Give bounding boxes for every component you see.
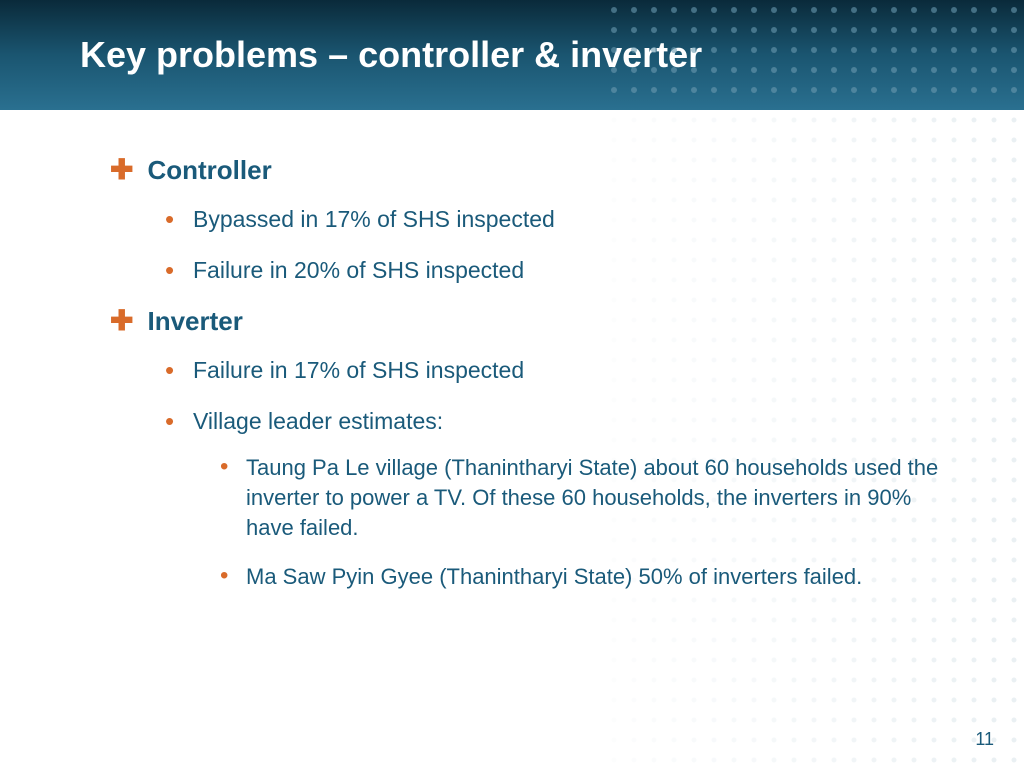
slide-header: Key problems – controller & inverter [0, 0, 1024, 110]
list-item: Failure in 17% of SHS inspected [165, 355, 964, 386]
sub-bullet-list: Taung Pa Le village (Thanintharyi State)… [220, 453, 964, 592]
plus-icon: ✚ [110, 307, 133, 335]
section-heading-controller: ✚ Controller [110, 155, 964, 186]
bullet-list: Failure in 17% of SHS inspected Village … [165, 355, 964, 437]
section-heading-inverter: ✚ Inverter [110, 306, 964, 337]
slide-content: ✚ Controller Bypassed in 17% of SHS insp… [0, 110, 1024, 592]
section-label: Controller [147, 155, 271, 186]
bullet-list: Bypassed in 17% of SHS inspected Failure… [165, 204, 964, 286]
list-item: Taung Pa Le village (Thanintharyi State)… [220, 453, 964, 542]
slide: Key problems – controller & inverter ✚ C… [0, 0, 1024, 768]
list-item: Failure in 20% of SHS inspected [165, 255, 964, 286]
list-item: Ma Saw Pyin Gyee (Thanintharyi State) 50… [220, 562, 964, 592]
list-item: Bypassed in 17% of SHS inspected [165, 204, 964, 235]
page-number: 11 [975, 729, 994, 750]
section-label: Inverter [147, 306, 242, 337]
slide-title: Key problems – controller & inverter [80, 34, 702, 76]
list-item: Village leader estimates: [165, 406, 964, 437]
plus-icon: ✚ [110, 156, 133, 184]
